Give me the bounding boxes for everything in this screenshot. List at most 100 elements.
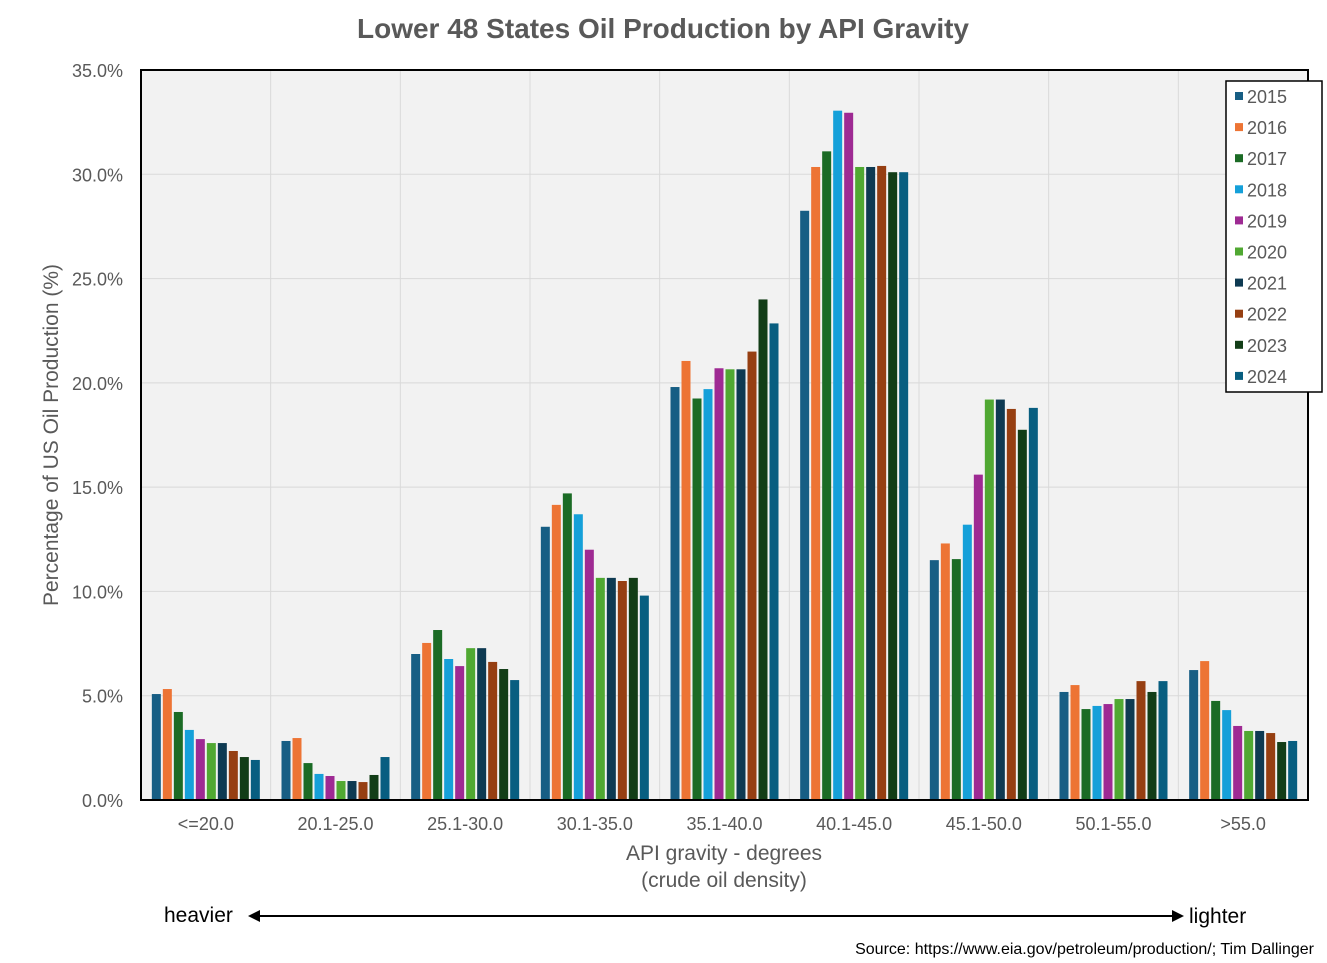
bars bbox=[151, 110, 1298, 801]
source-note: Source: https://www.eia.gov/petroleum/pr… bbox=[855, 941, 1315, 958]
legend-swatch bbox=[1235, 371, 1243, 380]
gridlines bbox=[141, 69, 1308, 801]
bar-2018-25.1-30.0 bbox=[444, 659, 454, 800]
arrow-head-left bbox=[248, 910, 260, 922]
bar-2024-<=20.0 bbox=[250, 759, 260, 800]
bar-2021-30.1-35.0 bbox=[606, 577, 616, 800]
bar-2022-<=20.0 bbox=[228, 750, 238, 800]
bar-2019-45.1-50.0 bbox=[973, 474, 983, 800]
bar-2018->55.0 bbox=[1222, 710, 1232, 800]
legend-label: 2017 bbox=[1247, 149, 1287, 169]
bar-2015-35.1-40.0 bbox=[670, 387, 680, 800]
bar-2016-45.1-50.0 bbox=[940, 543, 950, 800]
bar-2019-30.1-35.0 bbox=[584, 549, 594, 800]
y-tick-label: 20.0% bbox=[72, 374, 123, 394]
bar-2023-45.1-50.0 bbox=[1017, 429, 1027, 800]
bar-2015-40.1-45.0 bbox=[800, 210, 810, 801]
bar-2019-20.1-25.0 bbox=[325, 776, 335, 800]
legend-swatch bbox=[1235, 92, 1243, 100]
bar-2016->55.0 bbox=[1200, 661, 1210, 800]
bar-2016-20.1-25.0 bbox=[292, 738, 302, 800]
bar-2017->55.0 bbox=[1211, 700, 1221, 800]
bar-2015-25.1-30.0 bbox=[411, 654, 421, 800]
legend-label: 2018 bbox=[1247, 180, 1287, 200]
x-tick-label: 40.1-45.0 bbox=[816, 814, 892, 834]
bar-2019-40.1-45.0 bbox=[844, 112, 854, 800]
bar-2022-50.1-55.0 bbox=[1136, 681, 1146, 800]
y-tick-label: 25.0% bbox=[72, 270, 123, 290]
y-tick-label: 0.0% bbox=[82, 791, 123, 811]
bar-2022-40.1-45.0 bbox=[877, 165, 887, 800]
bar-2017-35.1-40.0 bbox=[692, 398, 702, 800]
bar-2023-20.1-25.0 bbox=[369, 774, 379, 800]
legend-swatch bbox=[1235, 309, 1243, 318]
plot-border bbox=[140, 69, 1309, 801]
bar-2017-40.1-45.0 bbox=[822, 151, 832, 801]
x-tick-labels: <=20.0 20.1-25.0 25.1-30.0 30.1-35.0 35.1-40… bbox=[178, 814, 1266, 834]
bar-2020->55.0 bbox=[1244, 730, 1254, 800]
bar-2021-25.1-30.0 bbox=[477, 648, 487, 800]
bar-2019->55.0 bbox=[1233, 725, 1243, 800]
bar-2020-25.1-30.0 bbox=[466, 648, 476, 800]
bar-2017-30.1-35.0 bbox=[562, 493, 572, 800]
bar-2024-50.1-55.0 bbox=[1158, 681, 1168, 800]
y-tick-label: 30.0% bbox=[72, 165, 123, 185]
bar-2024-25.1-30.0 bbox=[510, 680, 520, 800]
bar-2022-35.1-40.0 bbox=[747, 351, 757, 800]
bar-2023-25.1-30.0 bbox=[499, 669, 509, 800]
bar-2020-30.1-35.0 bbox=[595, 577, 605, 800]
bar-2017-25.1-30.0 bbox=[433, 630, 443, 800]
legend-label: 2024 bbox=[1247, 367, 1287, 387]
legend-swatch bbox=[1235, 247, 1243, 256]
bar-2019-50.1-55.0 bbox=[1103, 704, 1113, 800]
bar-2017-50.1-55.0 bbox=[1081, 709, 1091, 800]
legend-label: 2015 bbox=[1247, 87, 1287, 107]
x-tick-label: 20.1-25.0 bbox=[297, 814, 373, 834]
x-tick-label: 50.1-55.0 bbox=[1075, 814, 1151, 834]
bar-2020-50.1-55.0 bbox=[1114, 699, 1124, 800]
x-tick-label: 30.1-35.0 bbox=[557, 814, 633, 834]
y-tick-label: 10.0% bbox=[72, 582, 123, 602]
x-tick-label: >55.0 bbox=[1220, 814, 1266, 834]
arrow-head-right bbox=[1172, 910, 1184, 922]
legend-swatch bbox=[1235, 154, 1243, 163]
bar-2023-50.1-55.0 bbox=[1147, 691, 1157, 800]
bar-2016-30.1-35.0 bbox=[551, 504, 561, 800]
bar-2023-40.1-45.0 bbox=[888, 172, 898, 800]
legend-label: 2019 bbox=[1247, 211, 1287, 231]
bar-2021->55.0 bbox=[1255, 730, 1265, 800]
bar-2016-25.1-30.0 bbox=[422, 642, 432, 800]
bar-2016-35.1-40.0 bbox=[681, 360, 691, 800]
y-tick-label: 35.0% bbox=[72, 61, 123, 81]
bar-2021-<=20.0 bbox=[217, 743, 227, 800]
y-axis-label: Percentage of US Oil Production (%) bbox=[40, 264, 63, 606]
bar-2023->55.0 bbox=[1277, 742, 1287, 800]
bar-2021-50.1-55.0 bbox=[1125, 699, 1135, 800]
bar-2018-50.1-55.0 bbox=[1092, 705, 1102, 800]
bar-2024-30.1-35.0 bbox=[639, 595, 649, 800]
bar-2019-35.1-40.0 bbox=[714, 368, 724, 800]
bar-2017-45.1-50.0 bbox=[951, 559, 961, 800]
bar-2017-20.1-25.0 bbox=[303, 763, 313, 800]
legend-label: 2020 bbox=[1247, 243, 1287, 263]
bar-2019-<=20.0 bbox=[195, 739, 205, 800]
legend-swatch bbox=[1235, 185, 1243, 194]
bar-2018-<=20.0 bbox=[184, 729, 194, 800]
bar-2024->55.0 bbox=[1288, 740, 1298, 800]
bar-2015->55.0 bbox=[1189, 670, 1199, 800]
lighter-label: lighter bbox=[1189, 905, 1246, 928]
bar-2021-45.1-50.0 bbox=[995, 399, 1005, 800]
x-tick-label: 45.1-50.0 bbox=[946, 814, 1022, 834]
heavier-label: heavier bbox=[164, 904, 233, 927]
bar-2020-35.1-40.0 bbox=[725, 369, 735, 800]
bar-2016-50.1-55.0 bbox=[1070, 685, 1080, 800]
x-axis-sublabel: (crude oil density) bbox=[641, 869, 807, 892]
bar-2018-45.1-50.0 bbox=[962, 524, 972, 800]
legend-swatch bbox=[1235, 123, 1243, 132]
bar-2024-20.1-25.0 bbox=[380, 757, 390, 800]
bar-2022-25.1-30.0 bbox=[488, 661, 498, 800]
bar-2023-30.1-35.0 bbox=[628, 577, 638, 800]
legend-swatch bbox=[1235, 278, 1243, 287]
y-tick-label: 5.0% bbox=[82, 687, 123, 707]
